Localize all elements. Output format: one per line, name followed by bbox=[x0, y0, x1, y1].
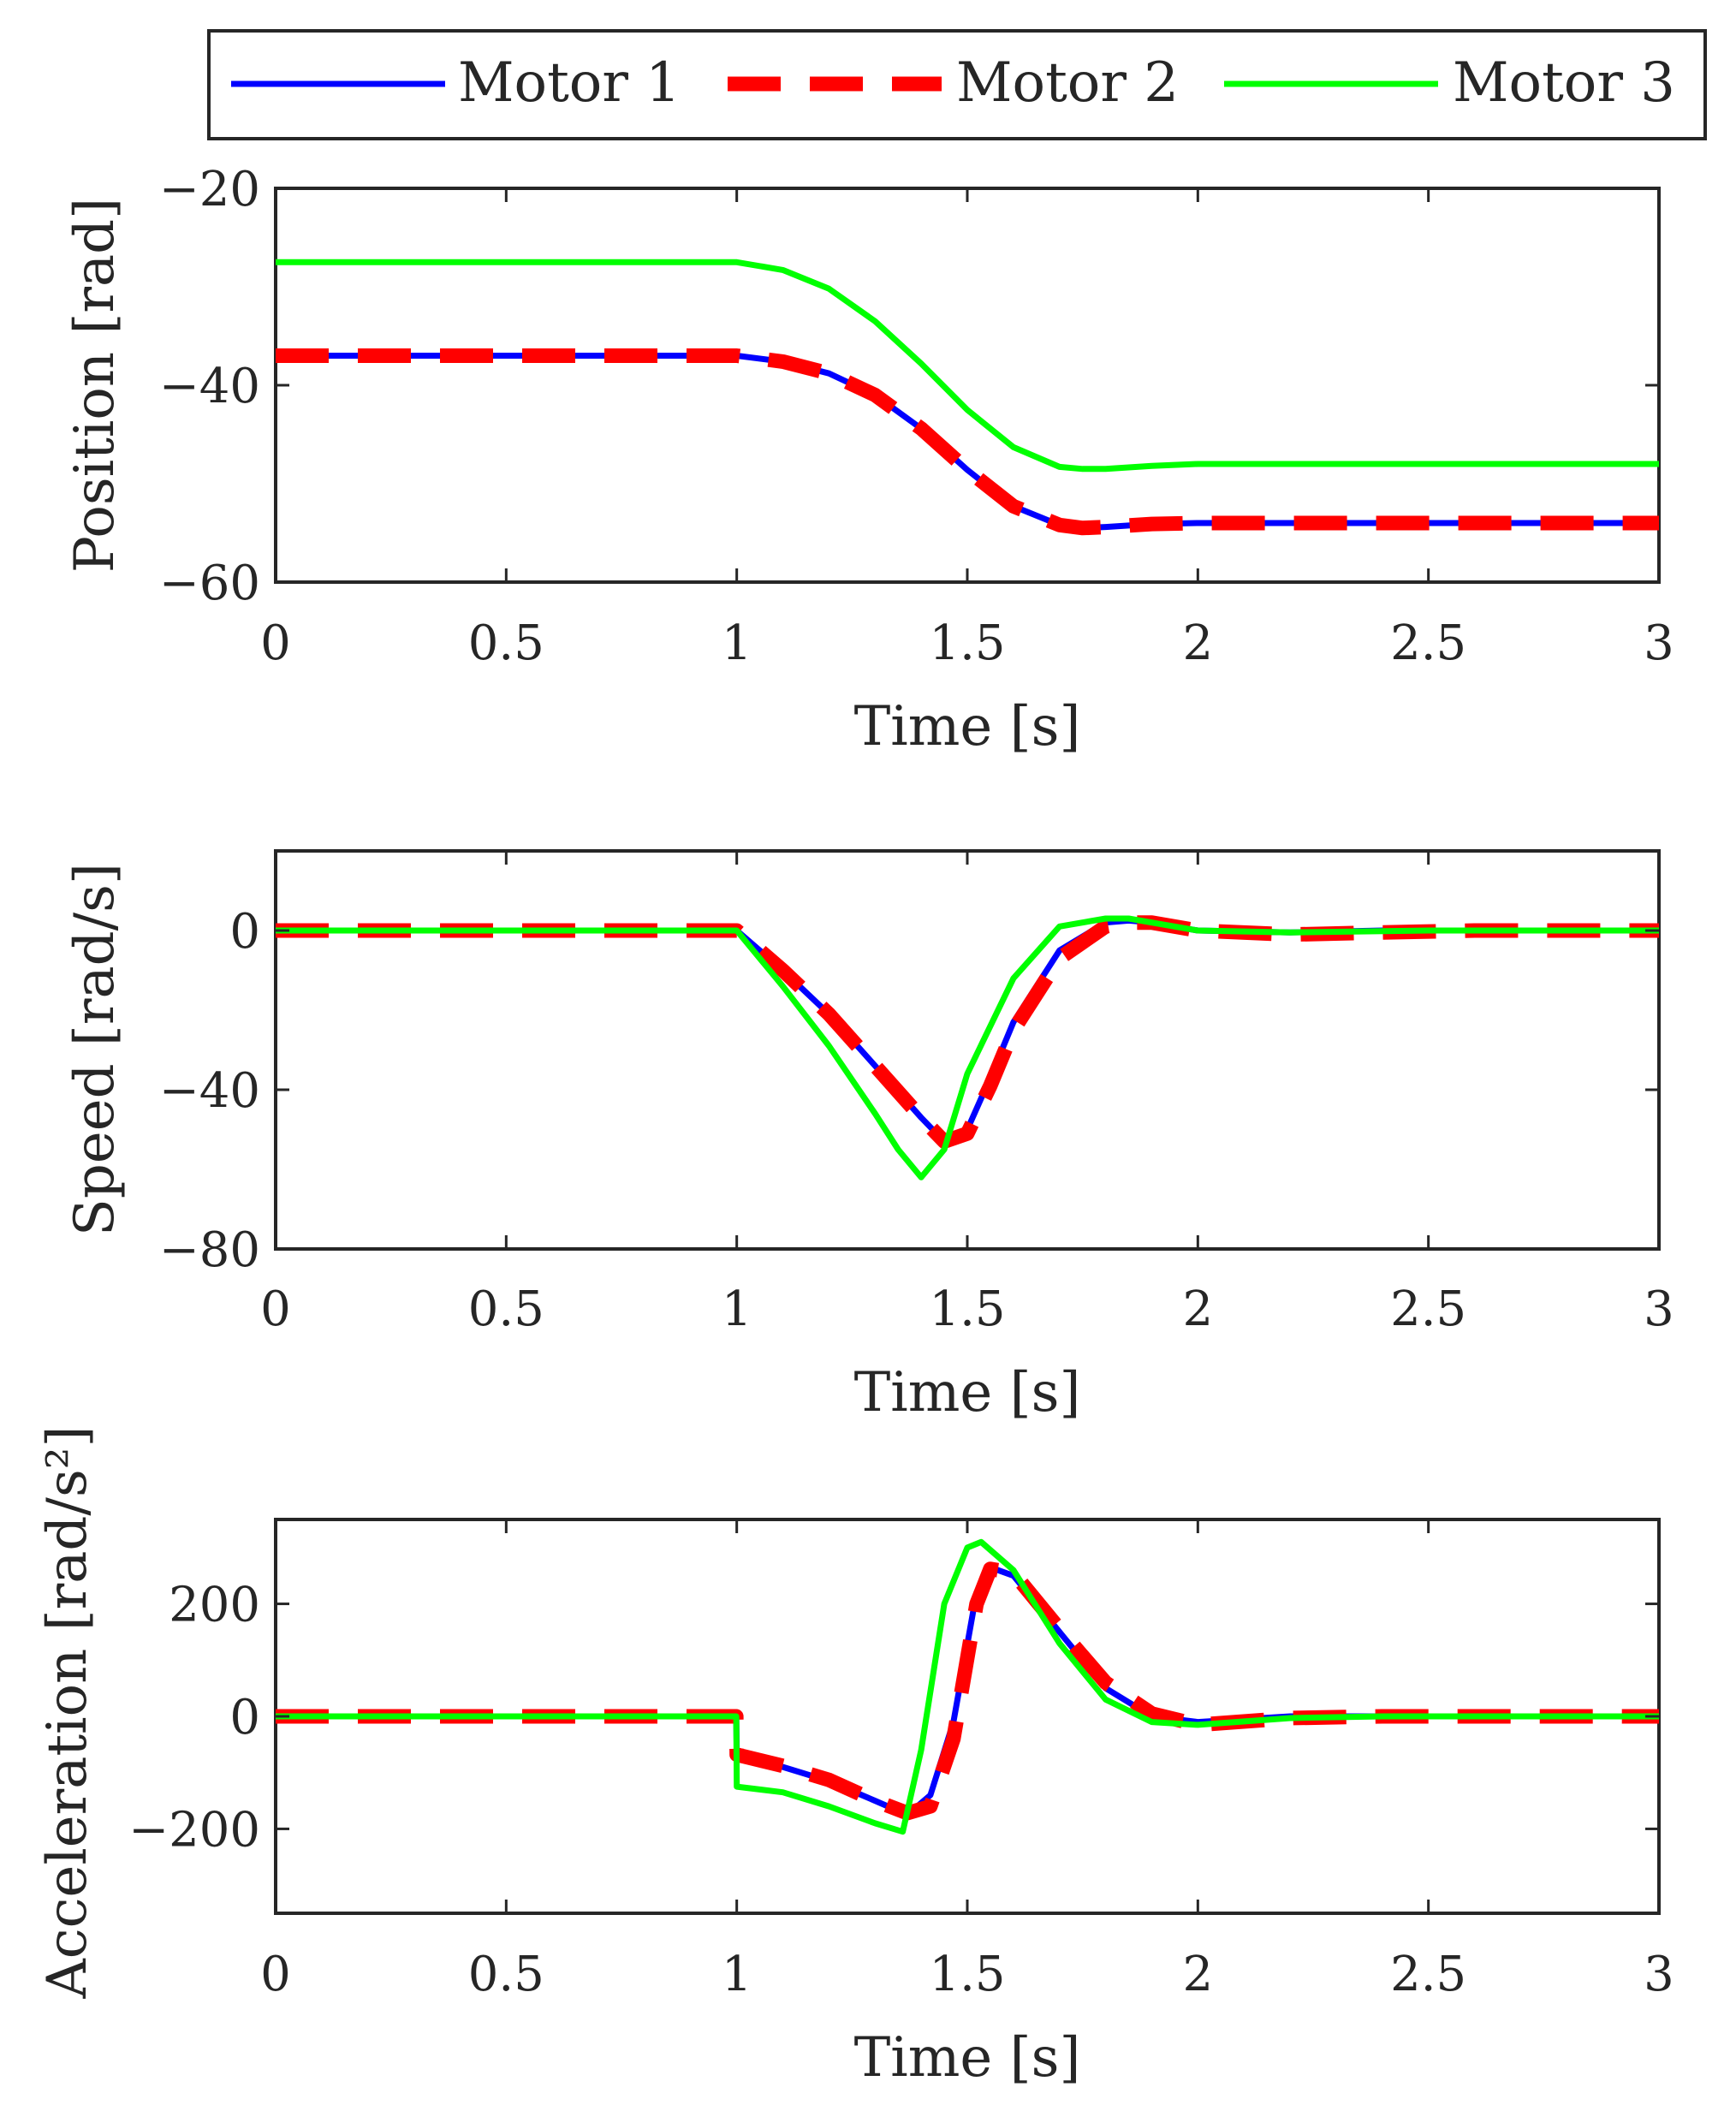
acceleration-ticks: 0 0.5 1 1.5 2 2.5 3 −200 0 200 bbox=[128, 1519, 1674, 2002]
acceleration-y-tick-label: 0 bbox=[229, 1690, 260, 1745]
speed-plot-area bbox=[274, 849, 1661, 1251]
acceleration-x-tick-label: 3 bbox=[1644, 1947, 1674, 2002]
position-lines bbox=[276, 259, 1659, 536]
speed-x-axis-label: Time [s] bbox=[854, 1361, 1081, 1424]
position-y-tick-label: −60 bbox=[159, 556, 260, 611]
acceleration-lines bbox=[276, 1538, 1659, 1835]
speed-line-motor-2 bbox=[276, 915, 1659, 1149]
speed-x-tick-label: 2.5 bbox=[1390, 1281, 1466, 1337]
position-x-tick-label: 0.5 bbox=[468, 615, 544, 671]
legend-label-motor-3: Motor 3 bbox=[1453, 51, 1675, 115]
speed-lines bbox=[276, 915, 1659, 1180]
acceleration-x-tick-label: 0 bbox=[260, 1947, 291, 2002]
speed-y-axis-label: Speed [rad/s] bbox=[63, 863, 127, 1236]
speed-x-tick-label: 3 bbox=[1644, 1281, 1674, 1337]
legend-label-motor-2: Motor 2 bbox=[956, 51, 1179, 115]
speed-y-tick-label: 0 bbox=[229, 904, 260, 960]
speed-ticks: 0 0.5 1 1.5 2 2.5 3 −80 −40 0 bbox=[159, 851, 1674, 1337]
position-x-axis-label: Time [s] bbox=[854, 695, 1081, 758]
position-ticks: 0 0.5 1 1.5 2 2.5 3 −60 −40 −20 bbox=[159, 162, 1674, 671]
position-x-tick-label: 1 bbox=[722, 615, 752, 671]
position-x-tick-label: 1.5 bbox=[929, 615, 1005, 671]
legend: Motor 1 Motor 2 Motor 3 bbox=[207, 29, 1707, 140]
acceleration-line-motor-2 bbox=[276, 1561, 1659, 1821]
position-y-axis-label: Position [rad] bbox=[63, 198, 127, 573]
speed-x-tick-label: 0.5 bbox=[468, 1281, 544, 1337]
speed-x-tick-label: 2 bbox=[1183, 1281, 1214, 1337]
position-x-tick-label: 2 bbox=[1183, 615, 1214, 671]
position-y-tick-label: −40 bbox=[159, 359, 260, 414]
speed-y-tick-label: −40 bbox=[159, 1063, 260, 1119]
speed-line-motor-3 bbox=[276, 915, 1659, 1180]
acceleration-x-tick-label: 2.5 bbox=[1390, 1947, 1466, 2002]
legend-box bbox=[207, 29, 1707, 140]
acceleration-x-axis-label: Time [s] bbox=[854, 2026, 1081, 2090]
position-line-motor-3 bbox=[276, 259, 1659, 473]
speed-y-tick-label: −80 bbox=[159, 1222, 260, 1278]
acceleration-x-tick-label: 0.5 bbox=[468, 1947, 544, 2002]
speed-x-tick-label: 1.5 bbox=[929, 1281, 1005, 1337]
acceleration-subplot: 0 0.5 1 1.5 2 2.5 3 −200 0 200 Time [s] Accelerat… bbox=[36, 1426, 1674, 2090]
acceleration-y-tick-label: −200 bbox=[128, 1802, 260, 1858]
position-y-tick-label: −20 bbox=[159, 162, 260, 217]
position-x-tick-label: 2.5 bbox=[1390, 615, 1466, 671]
acceleration-x-tick-label: 2 bbox=[1183, 1947, 1214, 2002]
speed-x-tick-label: 0 bbox=[260, 1281, 291, 1337]
acceleration-y-axis-label: Acceleration [rad/s²] bbox=[36, 1426, 99, 2000]
acceleration-line-motor-3 bbox=[276, 1538, 1659, 1835]
legend-label-motor-1: Motor 1 bbox=[458, 51, 681, 115]
acceleration-y-tick-label: 200 bbox=[169, 1578, 260, 1633]
position-x-tick-label: 0 bbox=[260, 615, 291, 671]
position-x-tick-label: 3 bbox=[1644, 615, 1674, 671]
speed-subplot: 0 0.5 1 1.5 2 2.5 3 −80 −40 0 Time [s] Speed [rad… bbox=[63, 849, 1674, 1424]
speed-x-tick-label: 1 bbox=[722, 1281, 752, 1337]
acceleration-x-tick-label: 1 bbox=[722, 1947, 752, 2002]
position-line-motor-2 bbox=[276, 348, 1659, 536]
acceleration-x-tick-label: 1.5 bbox=[929, 1947, 1005, 2002]
position-subplot: 0 0.5 1 1.5 2 2.5 3 −60 −40 −20 Time [s] Position… bbox=[63, 162, 1674, 758]
